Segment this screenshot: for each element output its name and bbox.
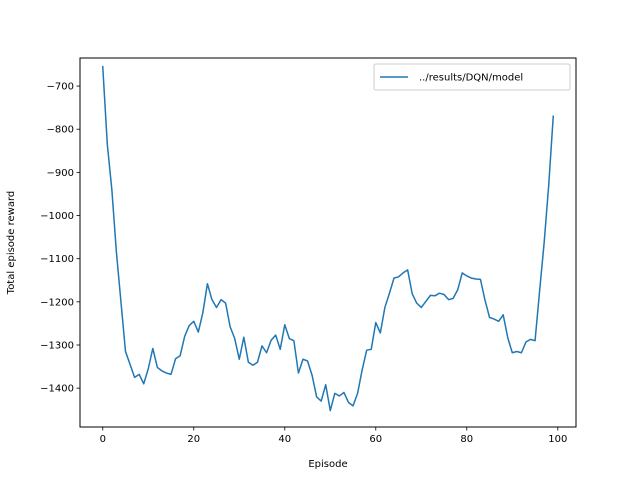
- y-tick-label: −1100: [40, 254, 74, 265]
- y-tick-label: −700: [47, 82, 74, 93]
- x-tick-label: 60: [369, 434, 382, 445]
- plot-area-frame: [79, 57, 577, 428]
- x-tick-label: 20: [187, 434, 200, 445]
- y-tick-label: −1400: [40, 384, 74, 395]
- series-line-0: [101, 65, 555, 412]
- y-tick-label: −1200: [40, 297, 74, 308]
- legend: ../results/DQN/model: [373, 63, 571, 91]
- ticks-layer: 0 20 40 60 80 100 −1400 −1300 −1200 −1100 −1000 −90…: [40, 82, 567, 445]
- x-tick-label: 0: [100, 434, 106, 445]
- x-tick-label: 100: [548, 434, 567, 445]
- y-tick-label: −1300: [40, 341, 74, 352]
- x-tick-label: 40: [278, 434, 291, 445]
- x-tick-label: 80: [460, 434, 473, 445]
- plot-layer: [101, 65, 555, 412]
- legend-label: ../results/DQN/model: [419, 73, 523, 84]
- y-axis-label: Total episode reward: [6, 191, 17, 295]
- y-tick-label: −900: [47, 168, 74, 179]
- legend-box: [373, 63, 571, 91]
- y-tick-label: −1000: [40, 211, 74, 222]
- y-tick-label: −800: [47, 125, 74, 136]
- x-axis-label: Episode: [308, 459, 347, 470]
